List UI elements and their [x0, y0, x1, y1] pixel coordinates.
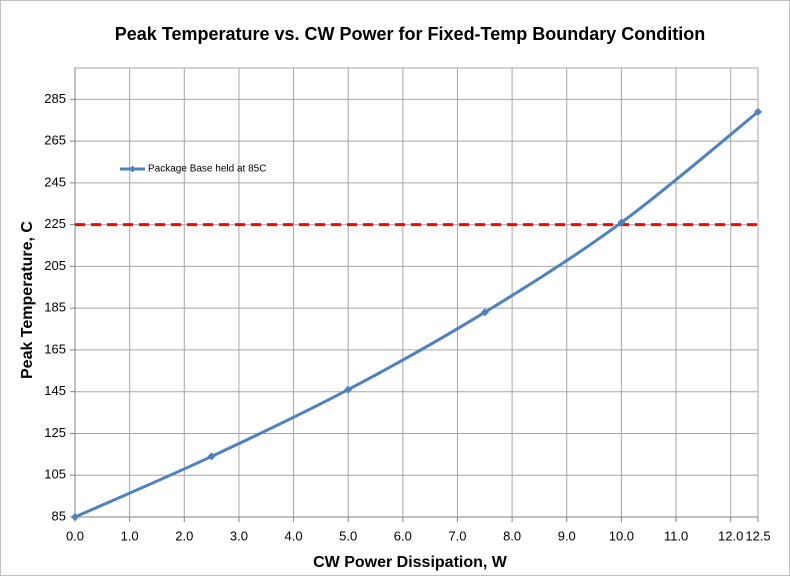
y-tick-label: 105 — [44, 467, 66, 482]
y-tick-label: 265 — [44, 133, 66, 148]
x-tick-label: 2.0 — [175, 528, 193, 543]
x-tick-label: 10.0 — [609, 528, 634, 543]
data-point — [480, 308, 489, 317]
x-tick-label: 0.0 — [66, 528, 84, 543]
x-tick-label: 12.5 — [745, 528, 770, 543]
y-tick-label: 205 — [44, 258, 66, 273]
data-point — [754, 107, 762, 116]
x-tick-label: 12.0 — [718, 528, 743, 543]
plot-area — [74, 67, 759, 518]
y-tick-label: 225 — [44, 216, 66, 231]
x-tick-label: 8.0 — [503, 528, 521, 543]
data-point — [207, 452, 216, 461]
data-point — [344, 385, 353, 394]
x-tick-label: 4.0 — [285, 528, 303, 543]
x-tick-label: 11.0 — [664, 528, 688, 543]
legend-marker — [129, 165, 136, 173]
series-line — [74, 110, 759, 519]
x-tick-label: 9.0 — [558, 528, 576, 543]
data-point — [617, 218, 626, 227]
y-tick-label: 125 — [44, 425, 66, 440]
y-tick-label: 165 — [44, 341, 66, 356]
x-tick-label: 3.0 — [230, 528, 248, 543]
data-point — [71, 513, 79, 521]
y-tick-label: 285 — [44, 91, 66, 106]
chart-title: Peak Temperature vs. CW Power for Fixed-… — [115, 24, 705, 44]
x-axis-title: CW Power Dissipation, W — [313, 554, 508, 571]
y-tick-label: 145 — [44, 383, 66, 398]
x-tick-label: 5.0 — [339, 528, 357, 543]
y-tick-label: 185 — [44, 300, 66, 315]
y-tick-label: 245 — [44, 174, 66, 189]
y-tick-label: 85 — [52, 508, 66, 523]
y-axis-title: Peak Temperature, C — [19, 221, 36, 379]
legend-text: Package Base held at 85C — [148, 164, 266, 175]
x-tick-label: 1.0 — [121, 528, 139, 543]
x-tick-label: 7.0 — [448, 528, 466, 543]
x-tick-label: 6.0 — [394, 528, 412, 543]
